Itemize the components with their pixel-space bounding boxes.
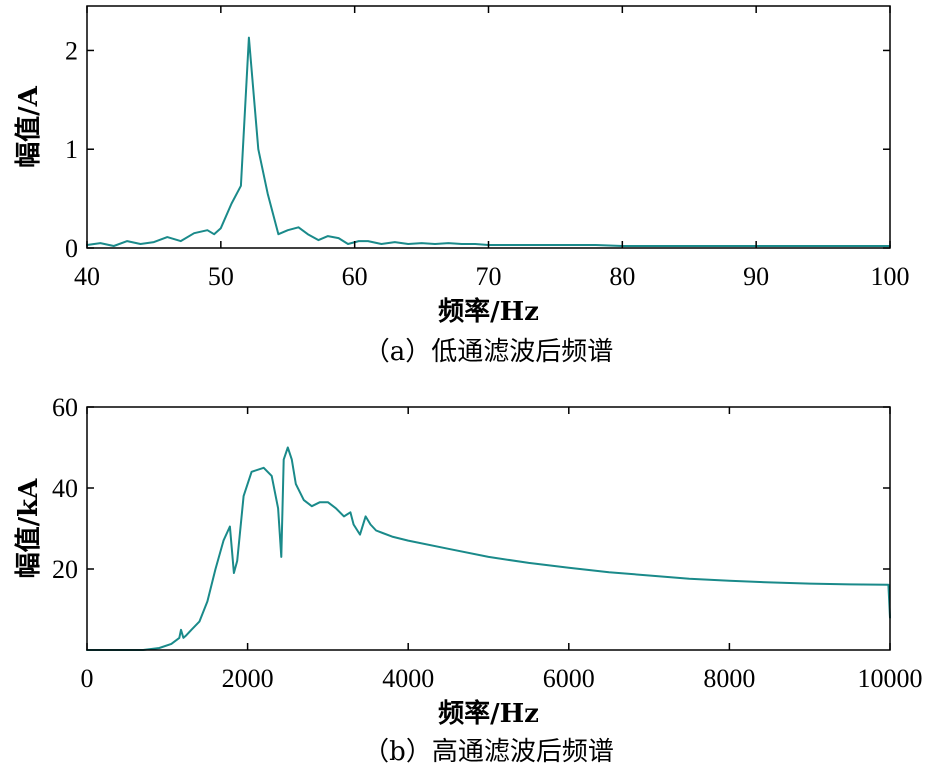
panel-b-series-line: [86, 446, 891, 651]
panel-b-y-ticks: 20 40 60: [52, 393, 890, 584]
panel-a-x-ticks: 40 50 60 70 80 90 100: [74, 6, 910, 291]
panel-a-plot-frame: [86, 5, 891, 249]
x-tick-label: 2000: [222, 664, 274, 693]
panel-b-caption: （b）高通滤波后频谱: [363, 737, 614, 767]
x-tick-label: 40: [74, 262, 100, 291]
panel-a-y-ticks: 0 1 2: [65, 36, 890, 263]
x-tick-label: 0: [81, 664, 94, 693]
y-tick-label: 1: [65, 135, 78, 164]
panel-b-x-axis-label: 频率/Hz: [438, 698, 539, 729]
panel-b-y-axis-label: 幅值/kA: [14, 478, 44, 579]
panel-a-y-axis-label: 幅值/A: [14, 85, 44, 167]
y-tick-label: 20: [52, 555, 78, 584]
panel-a-x-axis-label: 频率/Hz: [438, 296, 539, 327]
y-tick-label: 60: [52, 393, 78, 422]
panel-b-plot-frame: [86, 406, 891, 651]
y-tick-label: 2: [65, 36, 78, 65]
x-tick-label: 10000: [858, 664, 923, 693]
x-tick-label: 70: [476, 262, 502, 291]
panel-a: 40 50 60 70 80 90 100 0 1 2 频率/Hz 幅值/A （a）低通滤波后频…: [14, 5, 910, 367]
x-tick-label: 8000: [703, 664, 755, 693]
x-tick-label: 100: [871, 262, 910, 291]
y-tick-label: 40: [52, 474, 78, 503]
y-tick-label: 0: [65, 234, 78, 263]
x-tick-label: 50: [208, 262, 234, 291]
x-tick-label: 6000: [543, 664, 595, 693]
panel-a-series-line: [86, 36, 891, 247]
x-tick-label: 80: [609, 262, 635, 291]
panel-a-caption: （a）低通滤波后频谱: [364, 337, 614, 367]
x-tick-label: 60: [342, 262, 368, 291]
panel-b: 0 2000 4000 6000 8000 10000 20 40 60 频率/Hz 幅值/k…: [14, 393, 923, 767]
x-tick-label: 90: [743, 262, 769, 291]
panel-b-x-ticks: 0 2000 4000 6000 8000 10000: [81, 407, 923, 693]
x-tick-label: 4000: [382, 664, 434, 693]
